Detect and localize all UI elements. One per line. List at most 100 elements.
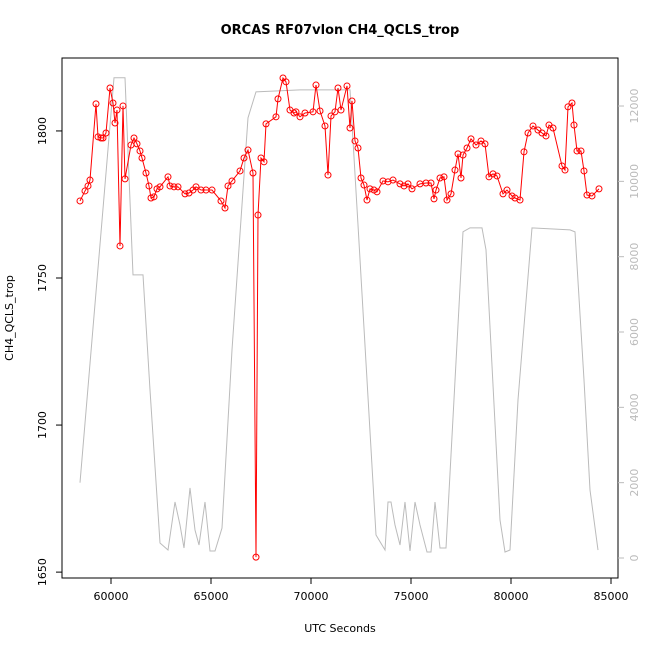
- x-tick-label: 60000: [94, 590, 129, 603]
- data-point: [379, 177, 387, 185]
- data-point: [312, 81, 320, 89]
- data-point: [588, 192, 596, 200]
- data-point: [343, 82, 351, 90]
- y2-tick-label: 4000: [628, 393, 641, 421]
- data-point: [529, 122, 537, 130]
- data-point: [254, 211, 262, 219]
- data-point: [334, 84, 342, 92]
- data-point: [404, 180, 412, 188]
- y-tick-label: 1650: [36, 558, 49, 586]
- series-line: [79, 77, 599, 553]
- data-point: [181, 190, 189, 198]
- x-tick-label: 70000: [294, 590, 329, 603]
- data-point: [309, 108, 317, 116]
- data-point: [542, 132, 550, 140]
- data-point: [422, 179, 430, 187]
- data-point: [467, 135, 475, 143]
- data-point: [86, 176, 94, 184]
- data-point: [97, 134, 105, 142]
- data-point: [217, 197, 225, 205]
- data-point: [459, 151, 467, 159]
- x-tick-label: 85000: [594, 590, 629, 603]
- data-point: [499, 190, 507, 198]
- data-point: [76, 197, 84, 205]
- data-point: [92, 100, 100, 108]
- data-point: [84, 182, 92, 190]
- x-tick-label: 80000: [494, 590, 529, 603]
- data-point: [164, 173, 172, 181]
- data-point: [150, 193, 158, 201]
- data-point: [400, 182, 408, 190]
- data-point: [274, 95, 282, 103]
- data-point: [292, 108, 300, 116]
- data-point: [321, 122, 329, 130]
- y-tick-label: 1800: [36, 117, 49, 145]
- data-point: [408, 185, 416, 193]
- data-point: [94, 133, 102, 141]
- data-point: [337, 106, 345, 114]
- data-point: [481, 140, 489, 148]
- data-point: [221, 204, 229, 212]
- y2-tick-label: 8000: [628, 243, 641, 271]
- data-point: [568, 99, 576, 107]
- y2-tick-label: 6000: [628, 318, 641, 346]
- data-point: [192, 183, 200, 191]
- data-point: [208, 186, 216, 194]
- x-tick-label: 75000: [394, 590, 429, 603]
- x-axis-label: UTC Seconds: [304, 622, 376, 635]
- data-point: [102, 129, 110, 137]
- y-axis-label: CH4_QCLS_trop: [3, 275, 16, 361]
- y-tick-label: 1700: [36, 411, 49, 439]
- data-point: [252, 553, 260, 561]
- data-point: [113, 106, 121, 114]
- data-point: [136, 147, 144, 155]
- data-point: [346, 124, 354, 132]
- data-point: [573, 147, 581, 155]
- data-point: [366, 185, 374, 193]
- y2-tick-label: 0: [628, 555, 641, 562]
- data-point: [583, 191, 591, 199]
- data-point: [389, 176, 397, 184]
- data-point: [147, 194, 155, 202]
- data-point: [81, 187, 89, 195]
- data-point: [111, 119, 119, 127]
- y2-tick-label: 2000: [628, 469, 641, 497]
- data-point: [119, 102, 127, 110]
- data-point: [549, 124, 557, 132]
- data-point: [351, 137, 359, 145]
- data-point: [396, 180, 404, 188]
- data-point: [463, 144, 471, 152]
- data-point: [138, 154, 146, 162]
- data-point: [561, 166, 569, 174]
- data-point: [145, 182, 153, 190]
- data-point: [493, 172, 501, 180]
- data-point: [197, 186, 205, 194]
- data-point: [272, 113, 280, 121]
- data-point: [454, 150, 462, 158]
- x-tick-label: 65000: [194, 590, 229, 603]
- data-point: [260, 158, 268, 166]
- data-point: [580, 167, 588, 175]
- data-point: [99, 134, 107, 142]
- data-point: [296, 113, 304, 121]
- data-point: [520, 148, 528, 156]
- data-point: [249, 169, 257, 177]
- data-point: [564, 103, 572, 111]
- data-point: [130, 134, 138, 142]
- data-point: [121, 175, 129, 183]
- data-point: [577, 147, 585, 155]
- data-point: [156, 183, 164, 191]
- data-point: [363, 196, 371, 204]
- data-point: [570, 121, 578, 129]
- data-point: [133, 140, 141, 148]
- data-point: [430, 195, 438, 203]
- data-point: [228, 177, 236, 185]
- plot-frame: [61, 57, 619, 579]
- data-point: [224, 182, 232, 190]
- data-point: [166, 182, 174, 190]
- data-point: [116, 242, 124, 250]
- data-point: [516, 196, 524, 204]
- data-point: [447, 190, 455, 198]
